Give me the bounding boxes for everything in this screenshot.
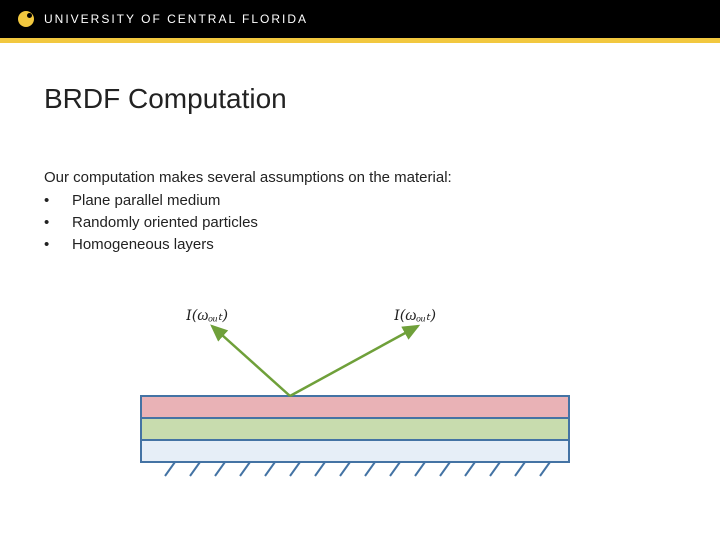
assumptions-list: Plane parallel medium Randomly oriented … bbox=[44, 190, 720, 255]
gold-rule bbox=[0, 38, 720, 43]
brand-header: UNIVERSITY OF CENTRAL FLORIDA bbox=[0, 0, 720, 38]
university-name: UNIVERSITY OF CENTRAL FLORIDA bbox=[44, 12, 308, 26]
ucf-pegasus-icon bbox=[18, 11, 34, 27]
page-title: BRDF Computation bbox=[44, 83, 720, 115]
list-item: Plane parallel medium bbox=[44, 190, 720, 212]
layers-diagram: I(ωₒᵤₜ) I(ωₒᵤₜ) bbox=[0, 300, 720, 500]
list-item: Homogeneous layers bbox=[44, 234, 720, 256]
list-item: Randomly oriented particles bbox=[44, 212, 720, 234]
svg-text:I(ωₒᵤₜ): I(ωₒᵤₜ) bbox=[394, 306, 436, 324]
intro-text: Our computation makes several assumption… bbox=[44, 169, 720, 186]
slide: UNIVERSITY OF CENTRAL FLORIDA BRDF Compu… bbox=[0, 0, 720, 540]
svg-text:I(ωₒᵤₜ): I(ωₒᵤₜ) bbox=[186, 306, 228, 324]
